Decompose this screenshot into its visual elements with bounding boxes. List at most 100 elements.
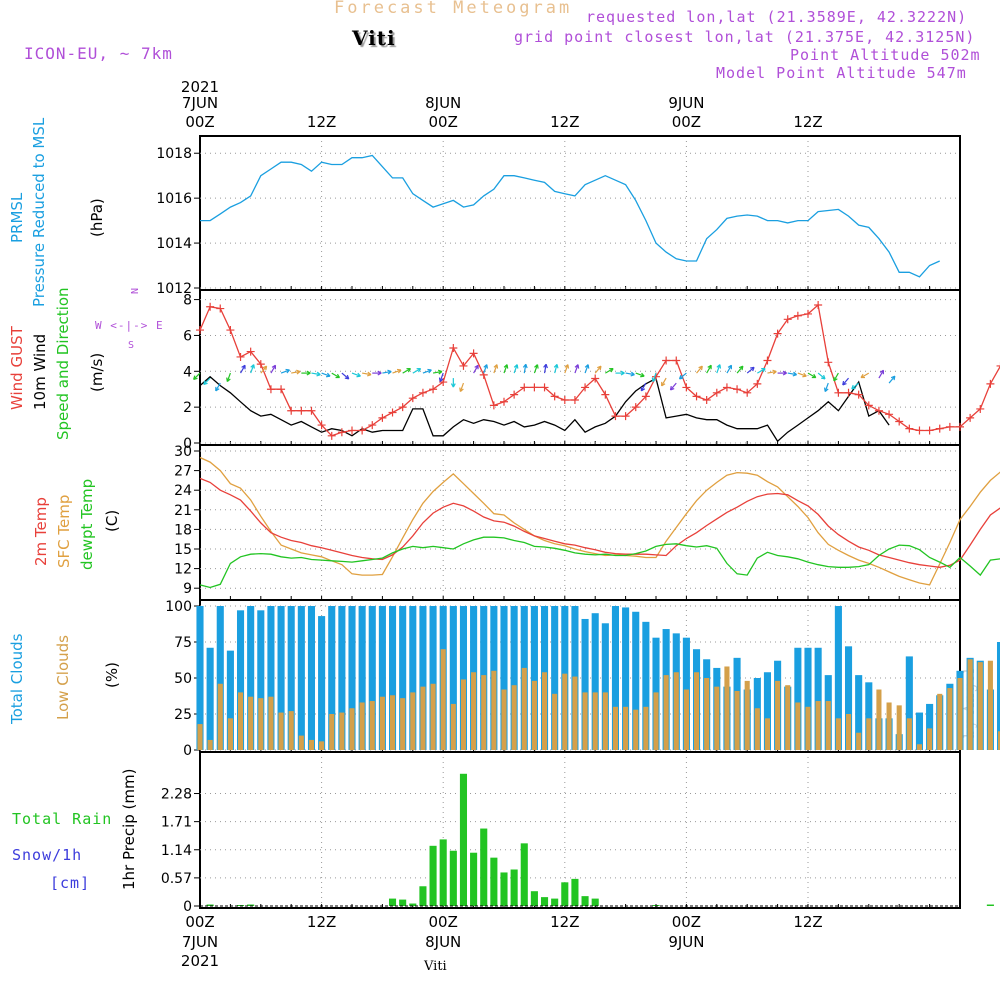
wind-arrow-shaft [402,368,411,374]
wind-direction-arrow [473,364,479,374]
wind-gust-marker [895,417,904,426]
low-cloud-bar [400,698,406,750]
wind-arrow-head [651,377,657,382]
total-cloud-bar [581,618,589,750]
wind-arrow-shaft [842,377,849,386]
wind-arrow-head [669,385,675,391]
wind-arrow-head [553,363,559,369]
bottom-date-label: 7JUN [182,933,218,951]
wind-direction-arrow [301,370,311,376]
wind-gust-marker [824,358,833,367]
low-cloud-bar [359,702,365,750]
wind-gust-marker [287,406,296,415]
wind-direction-arrow [635,372,645,378]
low-cloud-bar [653,692,659,750]
total-cloud-bar [378,606,386,750]
wind-arrow-head [879,369,885,375]
wind-gust-marker [591,374,600,383]
wind-direction-arrow [438,372,444,382]
precip-bar [490,857,498,906]
wind-gust-marker [256,360,265,369]
wind-arrow-head [782,370,787,376]
wind-direction-arrow [584,364,590,374]
total-cloud-bar [591,613,599,750]
low-cloud-bar [967,659,973,750]
wind-direction-arrow [605,367,614,374]
low-cloud-bar [633,709,639,750]
wind-gust-marker [956,422,964,431]
wind-arrow-head [772,369,777,375]
wind-arrow-head [450,383,456,388]
wind-arrow-shaft [439,372,444,382]
precip-bar [449,850,457,906]
wind-arrow-head [574,364,580,369]
wind-gust-marker [337,428,346,437]
wind-arrow-shaft [382,370,392,374]
low-cloud-bar [785,685,791,750]
low-cloud-bar [835,718,841,750]
total-cloud-bar [206,647,214,750]
low-cloud-bar [592,692,598,750]
total-cloud-bar [551,606,559,750]
temp-ytick-label-2: 15 [174,542,192,558]
requested-location: requested lon,lat (21.3589E, 42.3222N) [586,8,968,26]
wind-direction-arrow [321,372,331,378]
wind-arrow-head [820,374,826,380]
wind-gust-marker [236,352,245,361]
precip-ytick-label-4: 2.28 [161,787,192,803]
precip-bar [986,904,994,906]
wind-gust-marker [793,311,802,320]
wind-gust-marker [874,406,883,415]
low-cloud-bar [673,672,679,750]
low-cloud-bar [460,679,467,750]
total-cloud-bar [257,610,265,750]
low-cloud-bar [237,692,244,750]
clouds-ytick-label-4: 100 [165,599,192,615]
wind-gust-marker [864,401,873,410]
total-cloud-bar [287,606,295,750]
wind-gust-marker [966,413,975,422]
wind-direction-arrow [493,364,499,374]
low-cloud-bar [947,688,953,750]
wind-gust-marker [297,406,306,415]
temp-sfc-line [199,456,1000,586]
wind-arrow-head [437,369,443,375]
precip-bar [540,897,549,906]
top-hour-label: 00Z [185,113,214,131]
wind-arrow-head [483,364,489,369]
low-cloud-bar [207,739,213,750]
wind-arrow-head [584,364,590,369]
wind-arrow-shaft [321,372,331,377]
low-cloud-bar [764,718,771,750]
wind-gust-marker [570,395,579,404]
precip-rain-label: Total Rain [12,810,113,828]
wind-arrow-head [459,387,464,392]
panel-frame-pressure [199,135,961,291]
wind-arrow-shaft [331,372,340,379]
wind-direction-arrow [215,382,221,392]
wind-arrow-shaft [594,365,602,374]
total-cloud-bar [318,616,326,750]
wind-arrow-shaft [493,364,498,374]
wind-arrow-shaft [574,364,579,374]
wind-gust-marker [469,349,478,358]
wind-gust-marker [196,326,204,335]
low-cloud-bar [977,662,983,750]
wind-arrow-shaft [473,364,479,374]
wind-direction-arrow [226,372,231,382]
total-cloud-bar [297,606,305,750]
wind-gust-marker [976,404,985,413]
precip-bar [591,898,599,906]
low-cloud-bar [501,689,507,750]
wind-direction-arrow [777,370,787,376]
wind-arrow-shaft [523,364,527,374]
wind-gust-marker [317,421,326,430]
wind-arrow-shaft [260,365,268,374]
wind-arrow-shaft [291,370,301,374]
wind-arrow-head [811,373,817,379]
wind-arrow-shaft [625,372,635,376]
total-cloud-bar [277,606,285,750]
wind-arrow-head [661,381,666,387]
wind-gust-marker [611,412,620,421]
wind-arrow-shaft [817,372,826,380]
